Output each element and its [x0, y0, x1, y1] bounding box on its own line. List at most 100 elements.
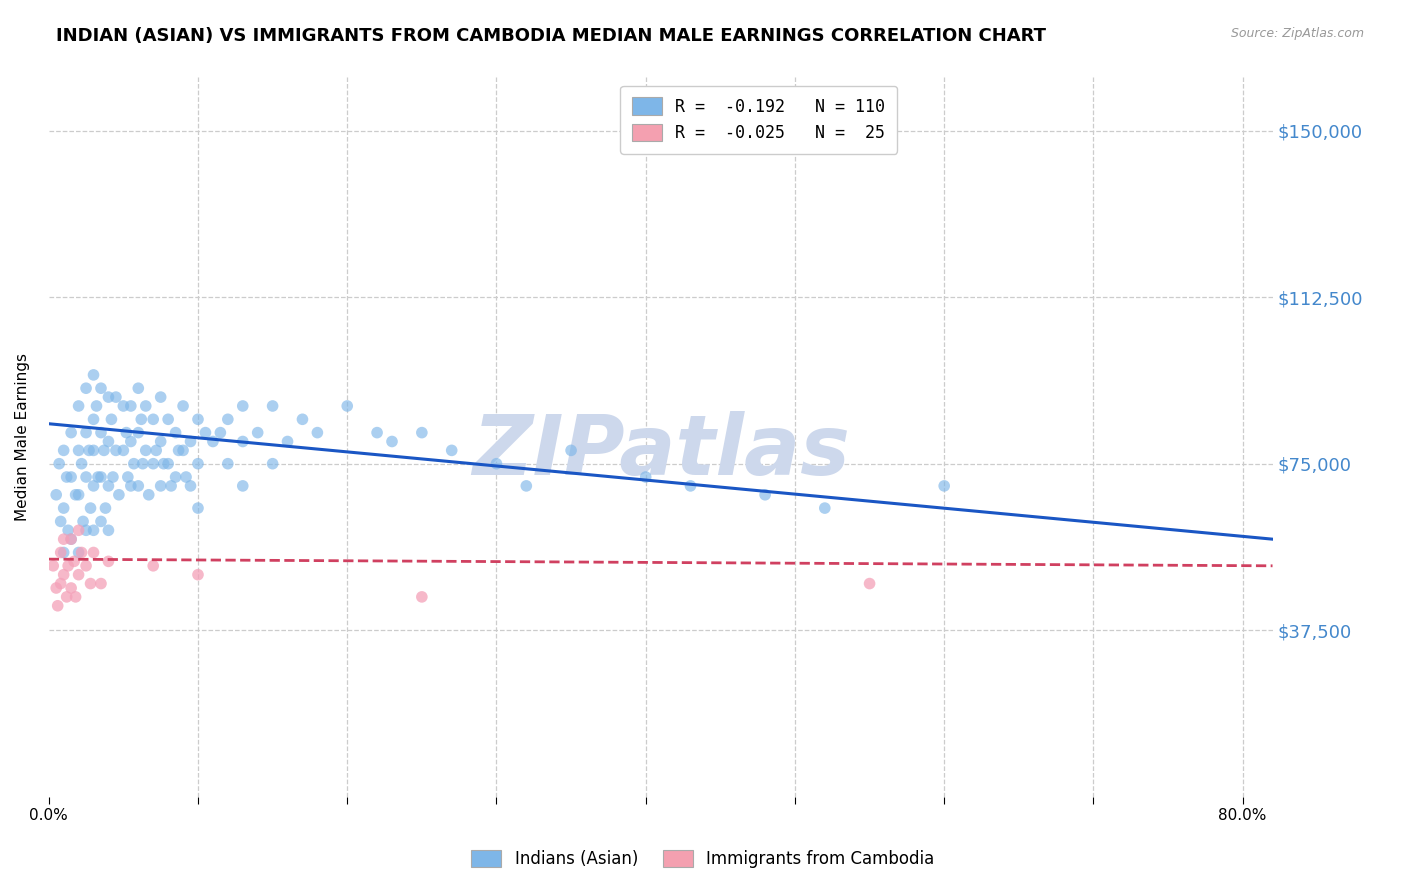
Y-axis label: Median Male Earnings: Median Male Earnings [15, 353, 30, 521]
Point [55, 470, 77, 484]
Point [90, 381, 112, 395]
Point [291, 412, 314, 426]
Point [262, 457, 284, 471]
Point [217, 412, 239, 426]
Point [77, 443, 100, 458]
Point [127, 479, 149, 493]
Point [97, 554, 120, 568]
Point [97, 479, 120, 493]
Point [75, 558, 97, 573]
Point [180, 434, 202, 449]
Point [93, 443, 115, 458]
Point [180, 479, 202, 493]
Point [634, 470, 657, 484]
Point [67, 488, 90, 502]
Point [187, 412, 209, 426]
Point [45, 581, 67, 595]
Point [83, 368, 105, 382]
Point [108, 488, 131, 502]
Point [90, 515, 112, 529]
Point [60, 425, 83, 440]
Point [679, 479, 702, 493]
Point [209, 425, 232, 440]
Point [149, 390, 172, 404]
Point [42, 558, 65, 573]
Point [120, 399, 142, 413]
Point [115, 425, 138, 440]
Point [167, 443, 190, 458]
Point [48, 457, 70, 471]
Point [67, 567, 90, 582]
Point [67, 545, 90, 559]
Point [97, 390, 120, 404]
Legend: Indians (Asian), Immigrants from Cambodia: Indians (Asian), Immigrants from Cambodi… [465, 843, 941, 875]
Point [132, 457, 155, 471]
Point [187, 567, 209, 582]
Point [135, 443, 157, 458]
Point [56, 558, 79, 573]
Point [65, 590, 87, 604]
Point [79, 576, 101, 591]
Point [187, 457, 209, 471]
Point [117, 470, 139, 484]
Point [60, 532, 83, 546]
Point [187, 501, 209, 516]
Point [440, 443, 463, 458]
Point [83, 479, 105, 493]
Point [142, 412, 165, 426]
Point [56, 523, 79, 537]
Point [307, 425, 329, 440]
Point [149, 479, 172, 493]
Point [120, 479, 142, 493]
Point [65, 488, 87, 502]
Point [157, 412, 180, 426]
Point [45, 488, 67, 502]
Point [157, 457, 180, 471]
Point [67, 523, 90, 537]
Point [232, 434, 254, 449]
Point [70, 545, 93, 559]
Point [142, 457, 165, 471]
Point [52, 501, 75, 516]
Point [165, 425, 187, 440]
Point [87, 470, 110, 484]
Text: INDIAN (ASIAN) VS IMMIGRANTS FROM CAMBODIA MEDIAN MALE EARNINGS CORRELATION CHAR: INDIAN (ASIAN) VS IMMIGRANTS FROM CAMBOD… [56, 27, 1046, 45]
Point [49, 545, 72, 559]
Point [129, 412, 152, 426]
Point [858, 576, 880, 591]
Point [142, 558, 165, 573]
Point [411, 425, 433, 440]
Point [83, 412, 105, 426]
Point [67, 443, 90, 458]
Point [60, 470, 83, 484]
Text: ZIPatlas: ZIPatlas [471, 411, 849, 492]
Point [232, 399, 254, 413]
Point [145, 443, 167, 458]
Point [52, 545, 75, 559]
Point [172, 443, 194, 458]
Point [120, 434, 142, 449]
Point [149, 434, 172, 449]
Legend: R =  -0.192   N = 110, R =  -0.025   N =  25: R = -0.192 N = 110, R = -0.025 N = 25 [620, 86, 897, 153]
Point [135, 399, 157, 413]
Point [104, 390, 127, 404]
Point [75, 425, 97, 440]
Point [83, 545, 105, 559]
Point [52, 567, 75, 582]
Point [411, 590, 433, 604]
Point [515, 479, 537, 493]
Point [104, 443, 127, 458]
Point [90, 425, 112, 440]
Text: Source: ZipAtlas.com: Source: ZipAtlas.com [1230, 27, 1364, 40]
Point [201, 434, 224, 449]
Point [83, 523, 105, 537]
Point [127, 425, 149, 440]
Point [46, 599, 69, 613]
Point [49, 576, 72, 591]
Point [217, 457, 239, 471]
Point [160, 479, 183, 493]
Point [49, 515, 72, 529]
Point [246, 425, 269, 440]
Point [90, 470, 112, 484]
Point [101, 470, 124, 484]
